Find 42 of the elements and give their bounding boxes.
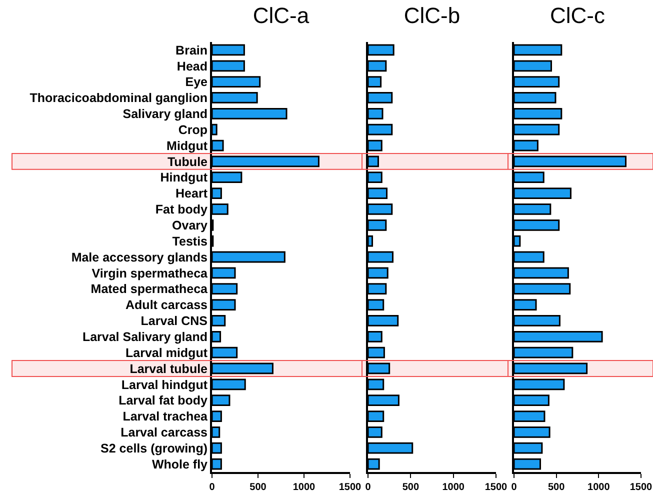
x-tick-label: 1500 [338, 482, 362, 493]
x-tick-label: 0 [365, 482, 372, 493]
chart-title: ClC-b [404, 2, 460, 28]
x-tick-label: 500 [402, 482, 420, 493]
y-tick-label: Larval carcass [120, 426, 208, 440]
y-tick-label: Virgin spermatheca [92, 266, 209, 280]
chart-title: ClC-a [252, 2, 310, 28]
y-tick-label: Whole fly [152, 457, 208, 472]
y-tick-label: Heart [176, 186, 208, 201]
y-tick-label: Larval hindgut [121, 378, 208, 392]
y-tick-label: Hindgut [160, 170, 208, 185]
y-tick-label: Mated spermatheca [90, 282, 209, 296]
y-tick-label: Fat body [155, 202, 208, 217]
y-tick-label: Larval tubule [130, 362, 208, 376]
y-tick-label: Crop [178, 122, 208, 137]
y-tick-label: Head [176, 59, 208, 74]
x-tick-label: 1000 [292, 482, 316, 493]
y-tick-label: Larval trachea [122, 410, 209, 424]
y-tick-label: Larval Salivary gland [82, 330, 208, 344]
y-tick-label: Tubule [167, 154, 208, 169]
x-tick-label: 1500 [484, 482, 508, 493]
y-tick-label: Midgut [166, 138, 208, 153]
y-tick-label: Eye [185, 75, 208, 90]
y-tick-label: S2 cells (growing) [100, 441, 208, 456]
y-tick-label: Ovary [172, 218, 208, 233]
y-tick-label: Adult carcass [126, 298, 208, 312]
y-tick-label: Testis [172, 234, 208, 248]
y-tick-label: Male accessory glands [71, 250, 208, 264]
y-tick-label: Larval CNS [140, 314, 208, 328]
chart-title: ClC-c [550, 2, 605, 28]
y-tick-label: Larval midgut [126, 346, 208, 360]
x-tick-label: 500 [250, 482, 267, 493]
y-tick-label: Larval fat body [118, 394, 208, 408]
x-tick-label: 1000 [588, 482, 610, 493]
y-tick-label: Salivary gland [122, 107, 208, 122]
x-tick-label: 1000 [442, 482, 465, 493]
y-tick-label: Thoracicoabdominal ganglion [30, 91, 208, 106]
x-tick-label: 1500 [630, 482, 653, 493]
x-tick-label: 0 [209, 482, 216, 493]
y-tick-label: Brain [176, 43, 208, 58]
x-tick-label: 500 [548, 482, 566, 493]
x-tick-label: 0 [511, 482, 518, 493]
